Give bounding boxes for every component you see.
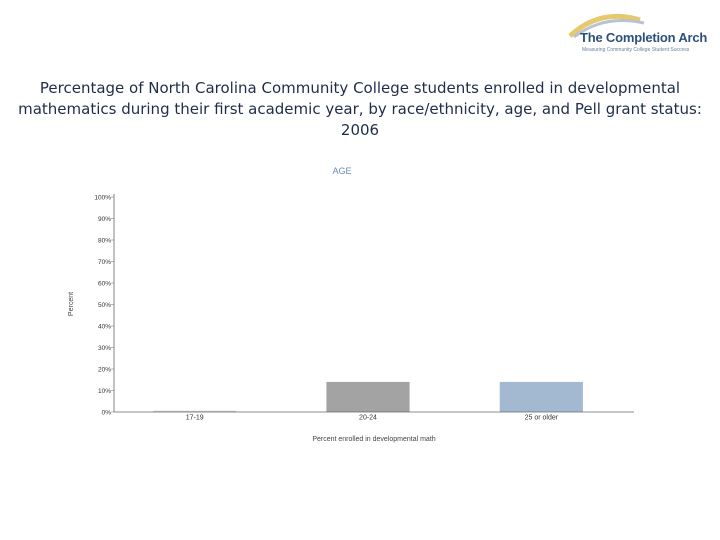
y-tick-label: 0% [102, 410, 112, 417]
completion-arch-logo: The Completion Arch Measuring Community … [560, 10, 712, 58]
y-tick-label: 100% [94, 195, 111, 202]
bar-25-or-older [499, 381, 583, 412]
x-tick-label: 17-19 [186, 415, 204, 422]
x-tick-label: 25 or older [525, 415, 559, 422]
chart-title: AGE [332, 166, 351, 176]
y-tick-label: 80% [98, 238, 111, 245]
y-tick-label: 40% [98, 324, 111, 331]
x-axis-label: Percent enrolled in developmental math [312, 436, 435, 443]
y-tick-label: 30% [98, 345, 111, 352]
y-tick-label: 60% [98, 281, 111, 288]
y-tick-label: 20% [98, 367, 111, 374]
bar-17-19 [153, 410, 237, 412]
y-tick-label: 10% [98, 388, 111, 395]
y-tick-label: 90% [98, 216, 111, 223]
logo-name: The Completion Arch [580, 30, 708, 45]
y-tick-label: 70% [98, 259, 111, 266]
page-title: Percentage of North Carolina Community C… [18, 79, 702, 139]
y-tick-label: 50% [98, 302, 111, 309]
arch-logo-icon [568, 13, 645, 39]
bar-20-24 [326, 381, 410, 412]
y-axis-label: Percent [68, 292, 75, 316]
logo-tagline: Measuring Community College Student Succ… [582, 47, 690, 53]
x-tick-label: 20-24 [359, 415, 377, 422]
